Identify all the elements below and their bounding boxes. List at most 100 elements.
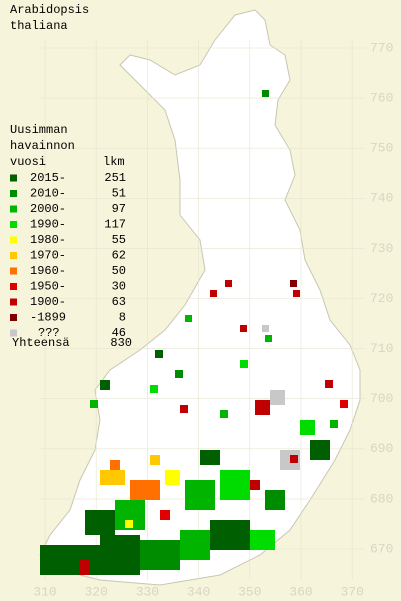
legend-label: 2015- [30, 171, 66, 185]
observation-square [262, 325, 269, 332]
easting-label: 340 [187, 584, 210, 599]
observation-square [293, 290, 300, 297]
observation-square [165, 470, 180, 485]
legend-count: 55 [112, 233, 126, 247]
observation-square [100, 380, 110, 390]
legend-swatch [10, 283, 17, 290]
legend-count: 8 [119, 311, 126, 325]
legend-label: 1980- [30, 233, 66, 247]
northing-label: 730 [370, 241, 393, 256]
northing-label: 770 [370, 40, 393, 55]
legend-label: 2010- [30, 187, 66, 201]
legend-count: 63 [112, 295, 126, 309]
observation-square [100, 470, 125, 485]
observation-square [110, 460, 120, 470]
observation-square [85, 510, 115, 535]
legend-swatch [10, 236, 17, 244]
legend-label: 1900- [30, 295, 66, 309]
easting-label: 360 [289, 584, 312, 599]
northing-label: 670 [370, 541, 393, 556]
observation-square [210, 290, 217, 297]
legend-label: ??? [38, 326, 60, 340]
observation-square [330, 420, 338, 428]
observation-square [150, 455, 160, 465]
legend-swatch [10, 174, 17, 182]
observation-square [160, 510, 170, 520]
observation-square [125, 520, 133, 528]
legend-heading: Uusimman [10, 123, 68, 137]
observation-square [60, 560, 80, 570]
legend-label: 1970- [30, 249, 66, 263]
northing-label: 760 [370, 91, 393, 106]
legend-heading: havainnon [10, 139, 75, 153]
legend-swatch [10, 205, 17, 213]
legend-swatch [10, 190, 17, 197]
easting-label: 320 [84, 584, 107, 599]
observation-square [175, 370, 183, 378]
legend-heading: vuosi [10, 155, 46, 169]
legend-count: 30 [112, 280, 126, 294]
observation-square [290, 280, 297, 287]
title: Arabidopsis [10, 3, 89, 17]
legend-swatch [10, 298, 17, 306]
legend-swatch [10, 267, 17, 275]
observation-square [210, 520, 250, 550]
northing-label: 720 [370, 291, 393, 306]
observations [40, 90, 348, 575]
observation-square [262, 90, 269, 97]
observation-square [240, 325, 247, 332]
northing-label: 680 [370, 491, 393, 506]
observation-square [180, 530, 210, 560]
observation-square [130, 480, 160, 500]
observation-square [300, 420, 315, 435]
observation-square [265, 490, 285, 510]
observation-square [220, 410, 228, 418]
observation-square [340, 400, 348, 408]
title: thaliana [10, 19, 68, 33]
legend-count: 51 [112, 187, 126, 201]
observation-square [250, 530, 275, 550]
observation-square [180, 405, 188, 413]
observation-square [80, 560, 90, 575]
easting-label: 330 [136, 584, 159, 599]
legend: Arabidopsis thaliana Uusimman havainnon vuos… [10, 3, 132, 350]
legend-count: 50 [112, 264, 126, 278]
observation-square [265, 335, 272, 342]
northing-label: 690 [370, 441, 393, 456]
legend-label: 1990- [30, 218, 66, 232]
legend-label: 1950- [30, 280, 66, 294]
easting-label: 370 [340, 584, 363, 599]
observation-square [290, 455, 298, 463]
total-label: Yhteensä [12, 336, 70, 350]
observation-square [310, 440, 330, 460]
observation-square [100, 535, 140, 575]
legend-label: -1899 [30, 311, 66, 325]
legend-count: 46 [112, 326, 126, 340]
observation-square [90, 400, 98, 408]
legend-swatch [10, 221, 17, 228]
northing-label: 710 [370, 341, 393, 356]
observation-square [225, 280, 232, 287]
easting-label: 350 [238, 584, 261, 599]
observation-square [150, 385, 158, 393]
legend-swatch [10, 329, 17, 337]
observation-square [220, 470, 250, 500]
northing-label: 700 [370, 391, 393, 406]
observation-square [200, 450, 220, 465]
legend-label: 2000- [30, 202, 66, 216]
legend-swatch [10, 314, 17, 321]
count-heading: lkm [103, 155, 125, 169]
observation-square [325, 380, 333, 388]
legend-count: 62 [112, 249, 126, 263]
northing-label: 740 [370, 191, 393, 206]
legend-swatch [10, 252, 17, 259]
northing-label: 750 [370, 141, 393, 156]
observation-square [255, 400, 270, 415]
legend-count: 97 [112, 202, 126, 216]
observation-square [240, 360, 248, 368]
observation-square [270, 390, 285, 405]
legend-count: 117 [104, 218, 126, 232]
observation-square [185, 480, 215, 510]
observation-square [155, 350, 163, 358]
